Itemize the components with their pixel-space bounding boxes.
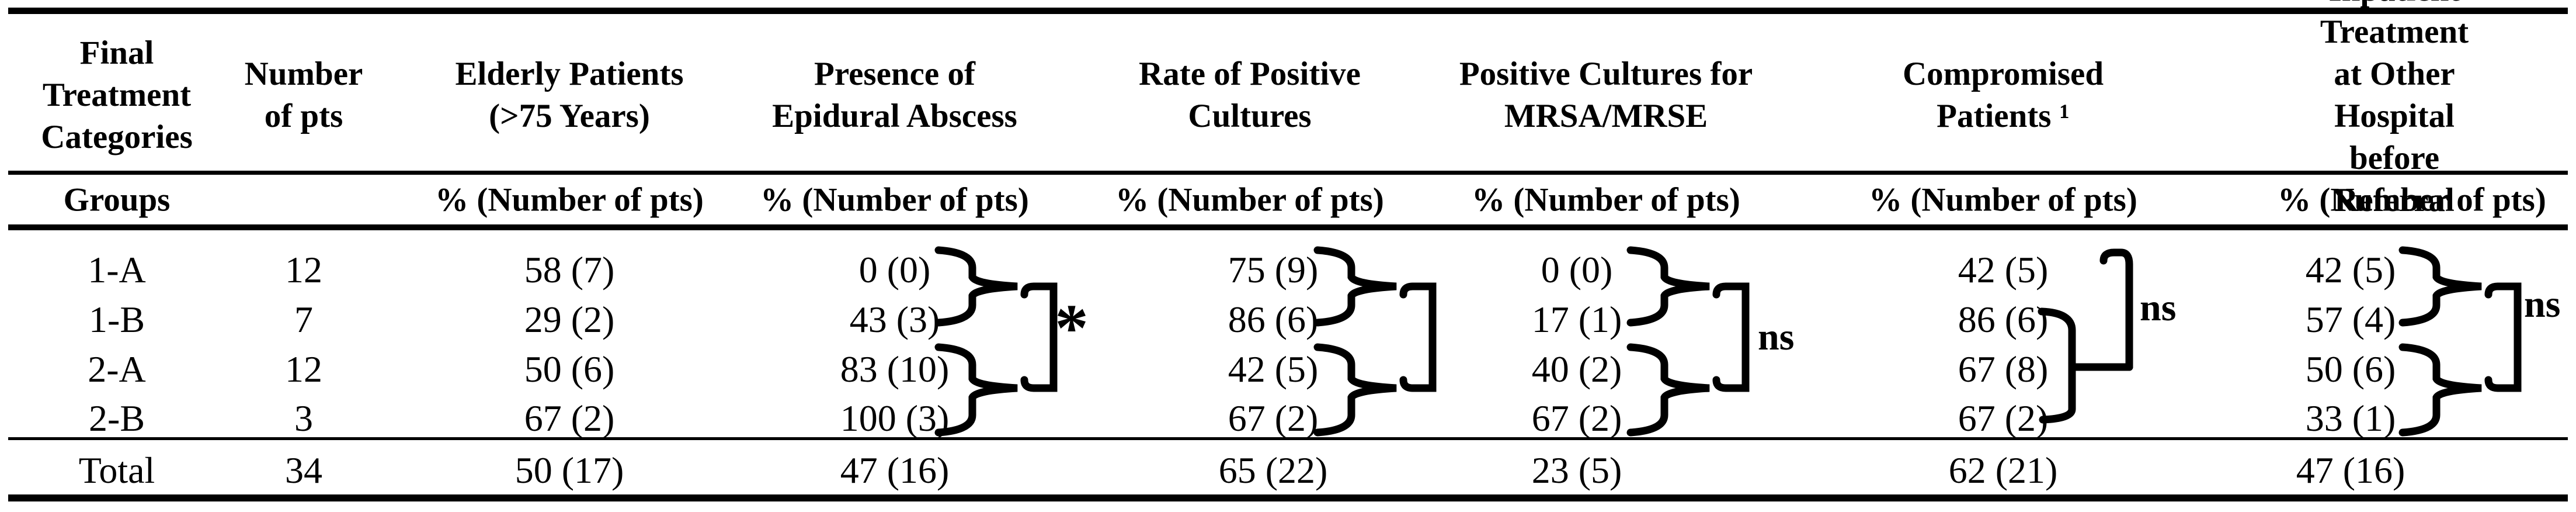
total-label: Total	[78, 449, 155, 491]
inpatient-brace-rows-3-4	[2398, 343, 2482, 437]
row-2A-mrsa: 40 (2)	[1531, 348, 1622, 390]
cultures-outer-bracket	[1399, 282, 1437, 392]
header-divider	[8, 171, 2568, 175]
total-abscess: 47 (16)	[840, 449, 950, 491]
significance-label-inpatient: ns	[2524, 283, 2561, 326]
row-1A-group: 1-A	[88, 249, 146, 290]
abscess-outer-bracket	[1020, 282, 1058, 392]
significance-label-abscess: *	[1055, 290, 1089, 365]
significance-label-mrsa: ns	[1758, 316, 1795, 358]
total-mrsa: 23 (5)	[1531, 449, 1622, 491]
row-1A-elderly: 58 (7)	[524, 249, 615, 290]
row-2A-compromised: 67 (8)	[1958, 348, 2049, 390]
abscess-brace-rows-3-4	[934, 343, 1018, 437]
subheader-pct-mrsa: % (Number of pts)	[1472, 181, 1740, 219]
row-1A-mrsa: 0 (0)	[1541, 249, 1613, 290]
col-header-epidural-abscess: Presence of Epidural Abscess	[772, 56, 1017, 134]
row-2B-mrsa: 67 (2)	[1531, 397, 1622, 439]
col-header-inpatient-treatment: Inpatient Treatment at Other Hospital be…	[2320, 0, 2469, 219]
row-2A-cultures: 42 (5)	[1228, 348, 1319, 390]
row-1A-compromised: 42 (5)	[1958, 249, 2049, 290]
row-2B-cultures: 67 (2)	[1228, 397, 1319, 439]
total-inpatient: 47 (16)	[2296, 449, 2405, 491]
col-header-rate-positive-cultures: Rate of Positive Cultures	[1139, 56, 1361, 134]
mrsa-brace-rows-3-4	[1626, 343, 1710, 437]
significance-label-compromised: ns	[2140, 286, 2177, 329]
row-1B-elderly: 29 (2)	[524, 299, 615, 340]
row-1A-abscess: 0 (0)	[858, 249, 931, 290]
inpatient-brace-rows-1-2	[2398, 246, 2482, 327]
row-1B-npts: 7	[294, 299, 313, 340]
mrsa-outer-bracket	[1712, 282, 1750, 392]
row-1B-group: 1-B	[89, 299, 145, 340]
col-header-final-treatment-categories: Final Treatment Categories	[41, 34, 193, 155]
row-1A-cultures: 75 (9)	[1228, 249, 1319, 290]
row-1B-inpatient: 57 (4)	[2305, 299, 2396, 340]
row-1B-cultures: 86 (6)	[1228, 299, 1319, 340]
row-1A-npts: 12	[285, 249, 322, 290]
mrsa-brace-rows-1-2	[1626, 246, 1710, 327]
total-elderly: 50 (17)	[514, 449, 624, 491]
col-header-compromised-patients: Compromised Patients ¹	[1902, 56, 2104, 134]
col-header-number-of-pts: Number of pts	[244, 56, 363, 134]
row-2B-group: 2-B	[89, 397, 145, 439]
row-2B-elderly: 67 (2)	[524, 397, 615, 439]
subheader-pct-elderly: % (Number of pts)	[435, 181, 704, 219]
row-1B-compromised: 86 (6)	[1958, 299, 2049, 340]
total-cultures: 65 (22)	[1218, 449, 1328, 491]
subheader-groups: Groups	[63, 181, 171, 219]
row-1A-inpatient: 42 (5)	[2305, 249, 2396, 290]
row-1B-abscess: 43 (3)	[849, 299, 940, 340]
row-2B-abscess: 100 (3)	[840, 397, 950, 439]
total-divider	[8, 437, 2568, 440]
subheader-pct-cultures: % (Number of pts)	[1115, 181, 1384, 219]
abscess-brace-rows-1-2	[934, 246, 1018, 327]
subheader-pct-inpatient: % (Number of pts)	[2278, 181, 2546, 219]
row-2A-inpatient: 50 (6)	[2305, 348, 2396, 390]
row-2A-npts: 12	[285, 348, 322, 390]
row-2A-elderly: 50 (6)	[524, 348, 615, 390]
table-bottom-border	[8, 494, 2568, 501]
row-2A-group: 2-A	[88, 348, 146, 390]
row-2B-inpatient: 33 (1)	[2305, 397, 2396, 439]
inpatient-outer-bracket	[2484, 282, 2522, 392]
row-2A-abscess: 83 (10)	[840, 348, 950, 390]
col-header-elderly-patients: Elderly Patients (>75 Years)	[455, 56, 684, 134]
total-npts: 34	[285, 449, 322, 491]
col-header-mrsa-mrse: Positive Cultures for MRSA/MRSE	[1459, 56, 1753, 134]
row-2B-compromised: 67 (2)	[1958, 397, 2049, 439]
cultures-brace-rows-1-2	[1313, 246, 1397, 327]
cultures-brace-rows-3-4	[1313, 343, 1397, 437]
compromised-outer-bracket	[2099, 248, 2133, 371]
table-top-border	[8, 8, 2568, 14]
subheader-pct-compromised: % (Number of pts)	[1869, 181, 2137, 219]
row-2B-npts: 3	[294, 397, 313, 439]
subheader-pct-abscess: % (Number of pts)	[760, 181, 1029, 219]
subheader-divider	[8, 224, 2568, 230]
row-1B-mrsa: 17 (1)	[1531, 299, 1622, 340]
total-compromised: 62 (21)	[1948, 449, 2058, 491]
